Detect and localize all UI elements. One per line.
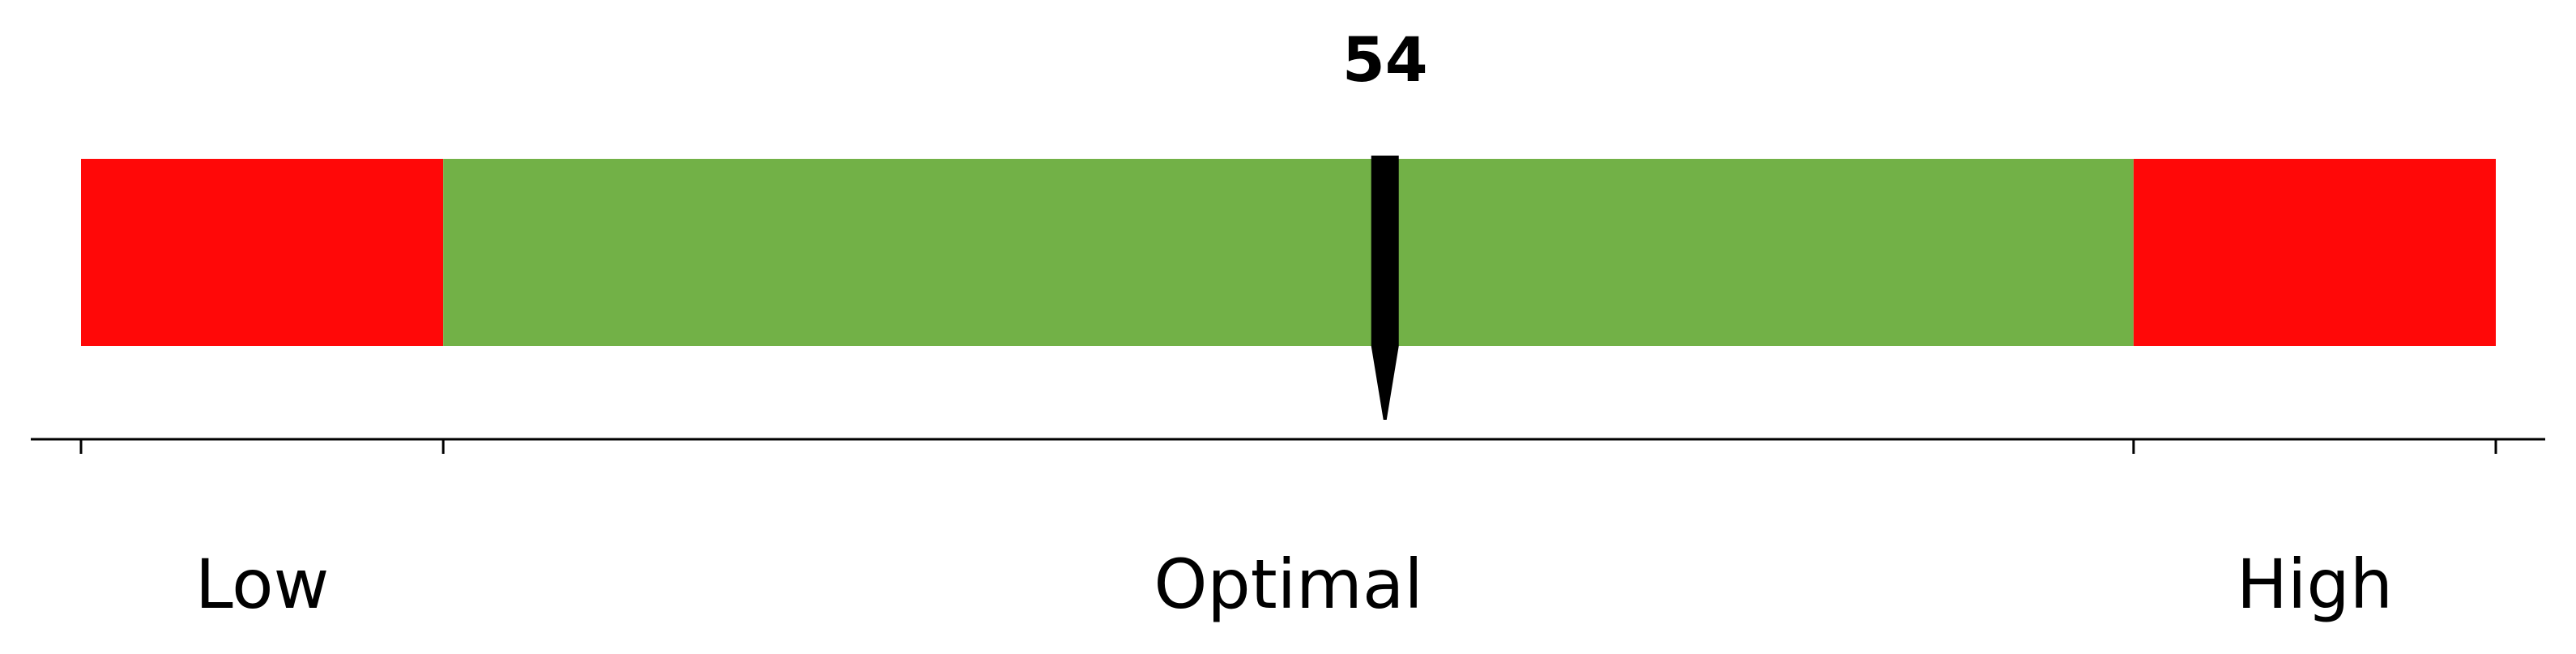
value-label: 54 bbox=[1342, 24, 1428, 96]
zone-band-optimal bbox=[443, 159, 2134, 346]
zone-band-high bbox=[2134, 159, 2496, 346]
zone-label-high: High bbox=[2237, 545, 2393, 624]
value-marker bbox=[1371, 156, 1399, 420]
value-needle bbox=[1371, 156, 1399, 420]
zone-labels: Low Optimal High bbox=[195, 545, 2393, 624]
zone-band-low bbox=[81, 159, 443, 346]
zone-bands bbox=[81, 159, 2496, 346]
zone-label-low: Low bbox=[195, 545, 329, 624]
axis-ticks bbox=[81, 439, 2496, 454]
zone-label-optimal: Optimal bbox=[1154, 545, 1422, 624]
